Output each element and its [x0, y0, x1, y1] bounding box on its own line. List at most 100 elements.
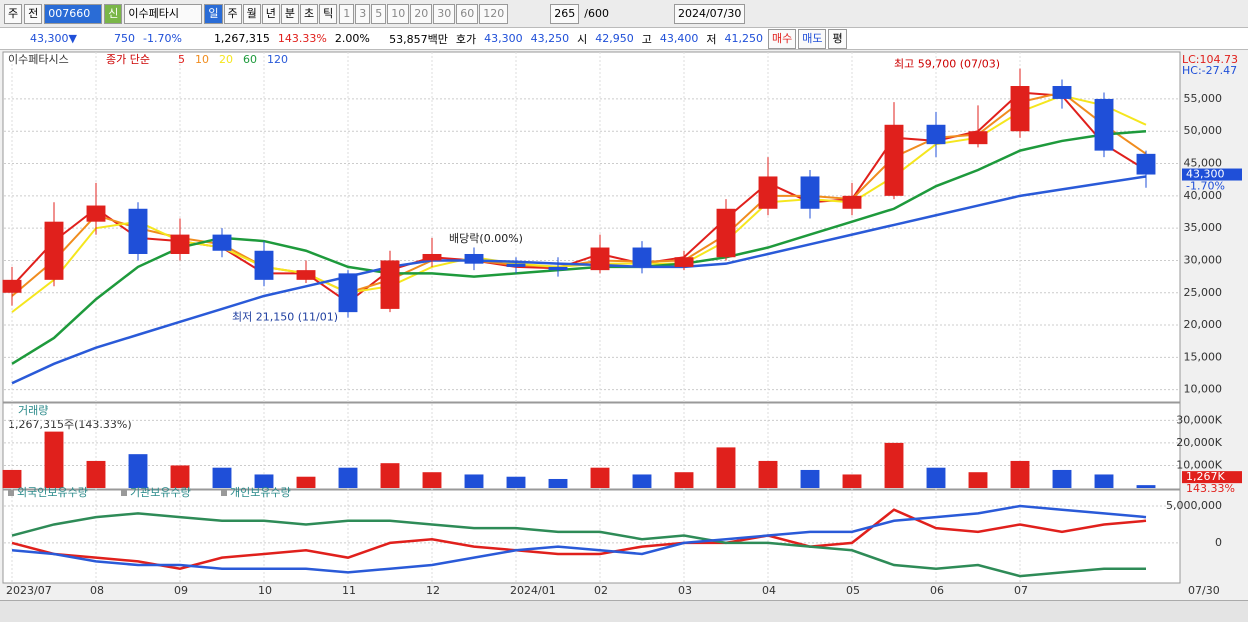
volume-title: 거래량: [18, 404, 48, 417]
volume-bar: [422, 472, 442, 488]
candle-body: [380, 260, 400, 309]
date[interactable]: 2024/07/30: [673, 3, 746, 24]
volume-last: 1,267K: [1186, 470, 1225, 483]
buy[interactable]: 매수: [767, 28, 797, 49]
unit[interactable]: 틱: [319, 3, 338, 24]
step[interactable]: 120: [479, 3, 509, 24]
candle-body: [170, 234, 190, 254]
legend-entry: 개인보유수량: [230, 486, 291, 499]
price-title: 이수페타시스: [8, 53, 69, 66]
count-max: /600: [584, 7, 609, 20]
price-panel: [2, 51, 1181, 403]
sell[interactable]: 매도: [798, 28, 827, 49]
step[interactable]: 5: [371, 3, 387, 24]
y-tick-label: 25,000: [1184, 286, 1223, 299]
volume-bar: [2, 469, 22, 488]
volume-bar: [44, 431, 64, 488]
volume-bar: [590, 467, 610, 488]
candle-body: [2, 279, 22, 293]
step[interactable]: 30: [433, 3, 456, 24]
steps: 1 3 5 10 20 30 60 120: [339, 3, 509, 24]
period[interactable]: 주: [4, 3, 23, 24]
y-tick-label: 5,000,000: [1166, 499, 1222, 512]
y-tick-label: 30,000: [1184, 253, 1223, 266]
volume-pct: 143.33%: [277, 32, 327, 45]
x-tick-label: 04: [762, 584, 776, 597]
volume-bar: [548, 478, 568, 488]
x-tick-label: 2024/01: [510, 584, 556, 597]
step[interactable]: 1: [339, 3, 355, 24]
candle-body: [1136, 153, 1156, 175]
y-tick-label: 20,000: [1184, 318, 1223, 331]
candle-body: [674, 257, 694, 267]
legend-entry: 20: [219, 53, 233, 66]
step[interactable]: 3: [355, 3, 371, 24]
step[interactable]: 60: [456, 3, 479, 24]
change: 750: [114, 32, 135, 45]
high-label: 고: [641, 32, 652, 46]
prev[interactable]: 전: [24, 3, 43, 24]
step[interactable]: 10: [387, 3, 410, 24]
count[interactable]: 265: [550, 3, 580, 24]
ma-line: [11, 129, 1147, 365]
legend-swatch: [8, 490, 14, 496]
candle-body: [44, 221, 64, 280]
low: 41,250: [724, 32, 763, 45]
chart: 이수페타시스 종가 단순 LC:104.73 HC:-27.47 거래량 1,2…: [2, 51, 1242, 597]
name[interactable]: 이수페타시: [124, 3, 203, 24]
unit[interactable]: 분: [280, 3, 299, 24]
last-tag: [1182, 168, 1242, 181]
candle-body: [548, 266, 568, 271]
code[interactable]: 007660: [44, 3, 103, 24]
candle-body: [128, 208, 148, 254]
step[interactable]: 20: [410, 3, 433, 24]
unit[interactable]: 주: [223, 3, 242, 24]
legend-entry: 기관보유수량: [130, 486, 191, 499]
badge: 신: [104, 3, 123, 24]
candle-body: [758, 176, 778, 209]
volume-last-pct: 143.33%: [1186, 482, 1235, 495]
volume-bar: [254, 474, 274, 488]
x-tick-label: 02: [594, 584, 608, 597]
candle-body: [1010, 86, 1030, 132]
ask: 43,300: [484, 32, 523, 45]
unit[interactable]: 초: [300, 3, 319, 24]
x-tick-label: 12: [426, 584, 440, 597]
x-tick-label: 06: [930, 584, 944, 597]
candle-body: [926, 124, 946, 145]
volume-bar: [128, 454, 148, 488]
amount: 53,857백만: [389, 32, 448, 46]
open: 42,950: [595, 32, 634, 45]
turnover: 2.00%: [334, 32, 370, 45]
candle-body: [86, 205, 106, 222]
volume-bar: [1010, 460, 1030, 488]
volume-bar: [842, 474, 862, 488]
scrollbar[interactable]: [0, 600, 1248, 622]
volume-bar: [338, 467, 358, 488]
candle-body: [842, 195, 862, 209]
x-tick-label: 10: [258, 584, 272, 597]
change-pct: -1.70%: [143, 32, 182, 45]
x-tick-label: 08: [90, 584, 104, 597]
legend-entry: 120: [267, 53, 288, 66]
unit[interactable]: 월: [242, 3, 261, 24]
unit[interactable]: 년: [261, 3, 280, 24]
avg[interactable]: 평: [828, 28, 847, 49]
legend-swatch: [121, 490, 127, 496]
y-tick-label: 0: [1215, 536, 1222, 549]
candle-body: [506, 263, 526, 267]
candle-body: [632, 247, 652, 267]
max-label: 최고 59,700 (07/03): [894, 58, 1000, 71]
unit[interactable]: 일: [204, 3, 223, 24]
candle-body: [1094, 98, 1114, 151]
holding-line: [11, 512, 1146, 578]
min-label: 최저 21,150 (11/01): [232, 311, 338, 324]
last-pct: -1.70%: [1186, 180, 1225, 193]
volume-bar: [716, 447, 736, 488]
volume-bar: [1136, 485, 1156, 488]
volume-bar: [464, 474, 484, 488]
x-end-label: 07/30: [1188, 584, 1220, 597]
